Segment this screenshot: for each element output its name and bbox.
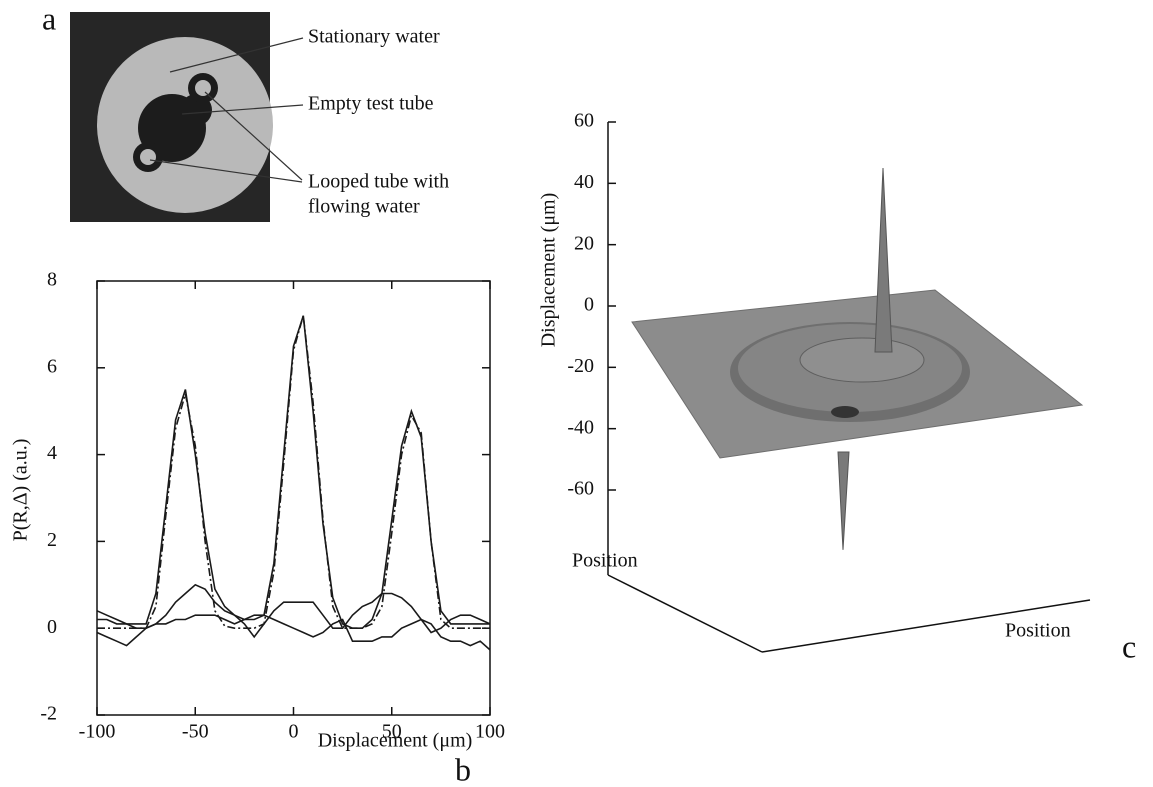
z-tick-label: 60 [574, 110, 594, 132]
z-tick-label: -60 [567, 478, 594, 500]
panel-label: b [455, 751, 471, 787]
depth-axis-label: Position [572, 550, 638, 572]
y-tick-label: 4 [47, 442, 57, 464]
data-line [97, 315, 490, 629]
annotation: Looped tube with [308, 171, 449, 193]
x-axis-label: Position [1005, 620, 1071, 642]
annotation: flowing water [308, 196, 420, 218]
x-tick-label: 100 [475, 721, 505, 743]
y-tick-label: -2 [40, 703, 57, 725]
z-tick-label: 20 [574, 232, 594, 254]
y-tick-label: 6 [47, 355, 57, 377]
surface [631, 167, 1084, 459]
z-tick-label: -40 [567, 416, 594, 438]
z-axis-label: Displacement (μm) [538, 193, 560, 348]
x-tick-label: 50 [382, 721, 402, 743]
spike [874, 167, 893, 353]
x-tick-label: -50 [182, 721, 209, 743]
x-tick-label: -100 [79, 721, 116, 743]
panel-label: c [1122, 628, 1136, 664]
spike [837, 451, 850, 550]
data-line [97, 315, 490, 629]
data-line [96, 583, 491, 639]
axes-3d [607, 122, 1091, 653]
y-tick-label: 2 [47, 529, 57, 551]
x-tick-label: 0 [289, 721, 299, 743]
annotation: Empty test tube [308, 93, 434, 115]
y-tick-label: 8 [47, 269, 57, 291]
y-tick-label: 0 [47, 616, 57, 638]
panel-label: a [42, 0, 56, 36]
data-line [96, 614, 491, 651]
y-axis-label: P(R,Δ) (a.u.) [10, 439, 32, 542]
z-tick-label: 40 [574, 171, 594, 193]
x-axis-label: Displacement (μm) [318, 730, 473, 752]
z-tick-label: 0 [584, 294, 594, 316]
z-tick-label: -20 [567, 355, 594, 377]
panel-a-image [70, 12, 304, 222]
annotation: Stationary water [308, 26, 440, 48]
